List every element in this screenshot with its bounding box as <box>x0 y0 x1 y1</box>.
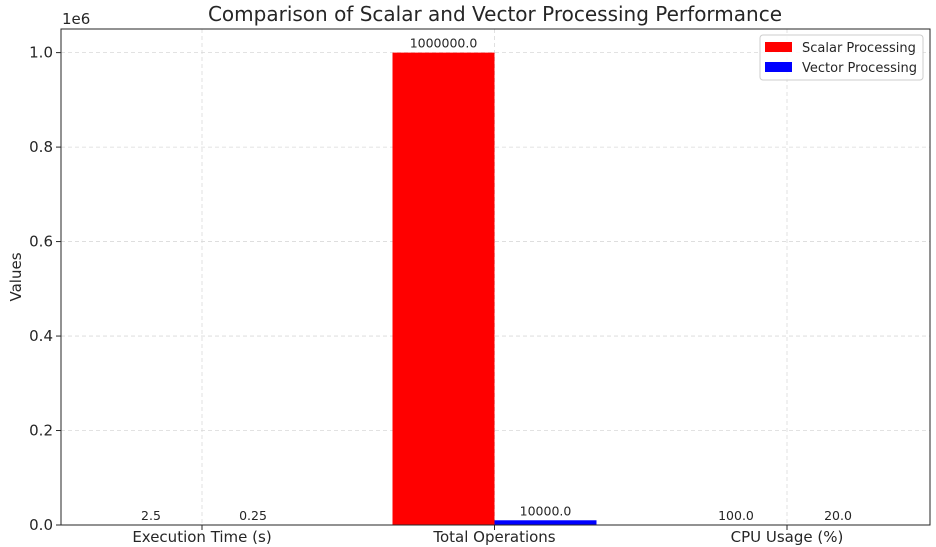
data-label: 2.5 <box>141 508 161 523</box>
data-label: 0.25 <box>239 508 267 523</box>
y-tick-label: 0.6 <box>29 233 53 251</box>
x-tick-label: Total Operations <box>432 528 555 546</box>
grid-lines <box>61 29 930 526</box>
bar-scalar <box>392 52 495 525</box>
legend-label: Vector Processing <box>802 61 917 76</box>
x-tick-label: CPU Usage (%) <box>731 528 844 546</box>
data-label: 100.0 <box>718 508 754 523</box>
x-tick-label: Execution Time (s) <box>132 528 271 546</box>
y-tick-label: 0.0 <box>29 516 53 534</box>
y-tick-label: 0.4 <box>29 327 53 345</box>
bar-vector <box>494 520 597 525</box>
y-tick-label: 0.2 <box>29 422 53 440</box>
chart-title: Comparison of Scalar and Vector Processi… <box>208 2 782 26</box>
legend-box <box>759 34 924 81</box>
data-label: 20.0 <box>824 508 852 523</box>
data-label: 1000000.0 <box>410 36 478 51</box>
data-labels: 2.5 1000000.0 100.0 0.25 10000.0 20.0 <box>141 36 852 523</box>
legend-swatch <box>765 62 792 72</box>
y-tick-label: 0.8 <box>29 138 53 156</box>
y-axis-label: Values <box>7 252 25 301</box>
y-offset-label: 1e6 <box>62 10 90 28</box>
y-tick-label: 1.0 <box>29 44 53 62</box>
legend: Scalar Processing Vector Processing <box>759 34 924 81</box>
data-label: 10000.0 <box>520 503 572 518</box>
bars <box>100 52 889 525</box>
legend-label: Scalar Processing <box>802 41 916 56</box>
axes: 0.0 0.2 0.4 0.6 0.8 1.0 Execution Time (s) Tota… <box>29 28 931 546</box>
legend-swatch <box>765 42 792 52</box>
plot-frame <box>60 28 931 526</box>
